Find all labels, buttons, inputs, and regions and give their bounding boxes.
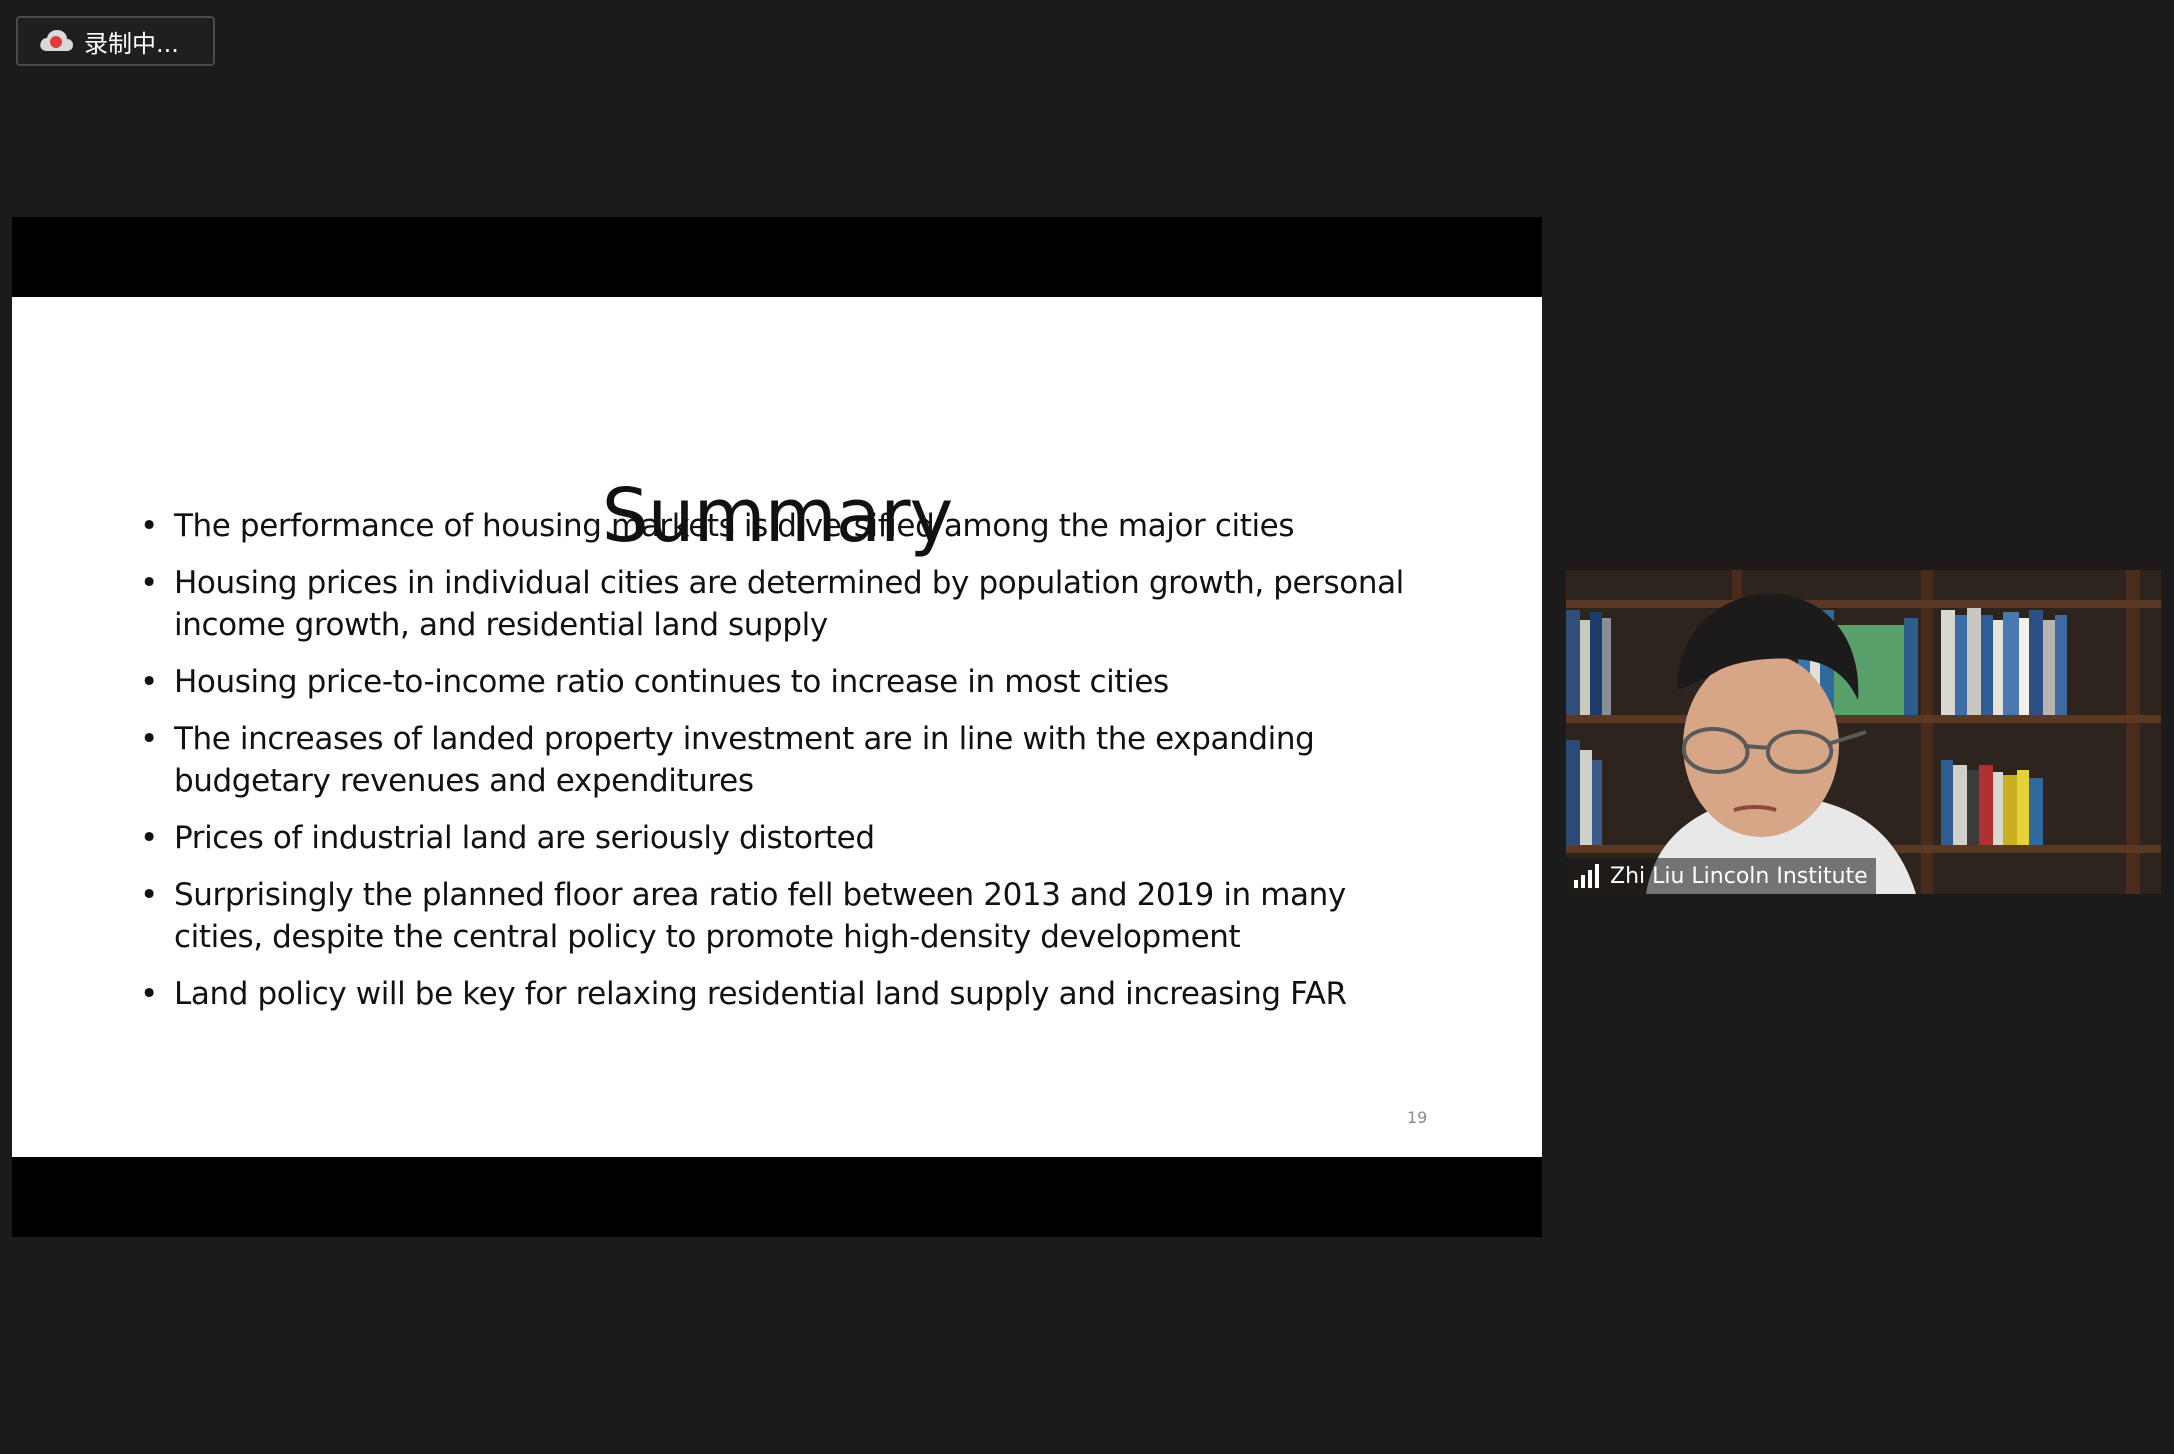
participant-name: Zhi Liu Lincoln Institute — [1610, 863, 1868, 889]
bullet-list: The performance of housing markets is di… — [12, 297, 1542, 1157]
bullet-item: The performance of housing markets is di… — [140, 505, 1414, 547]
bullet-item: The increases of landed property investm… — [140, 718, 1414, 802]
shared-screen: Summary The performance of housing marke… — [12, 217, 1542, 1237]
presentation-slide: Summary The performance of housing marke… — [12, 297, 1542, 1157]
bullet-item: Surprisingly the planned floor area rati… — [140, 874, 1414, 958]
bullet-item: Land policy will be key for relaxing res… — [140, 973, 1414, 1015]
signal-strength-icon — [1574, 864, 1599, 888]
recording-label: 录制中... — [84, 29, 179, 58]
bullet-item: Housing prices in individual cities are … — [140, 562, 1414, 646]
slide-page-number: 19 — [1407, 1108, 1428, 1127]
participant-name-tag: Zhi Liu Lincoln Institute — [1566, 858, 1876, 894]
participant-video-feed — [1566, 560, 2161, 894]
bullet-item: Prices of industrial land are seriously … — [140, 817, 1414, 859]
participant-video-tile[interactable]: Zhi Liu Lincoln Institute — [1566, 560, 2161, 894]
cloud-record-icon — [40, 30, 73, 51]
bullet-item: Housing price-to-income ratio continues … — [140, 661, 1414, 703]
recording-indicator[interactable]: 录制中... — [16, 16, 215, 66]
